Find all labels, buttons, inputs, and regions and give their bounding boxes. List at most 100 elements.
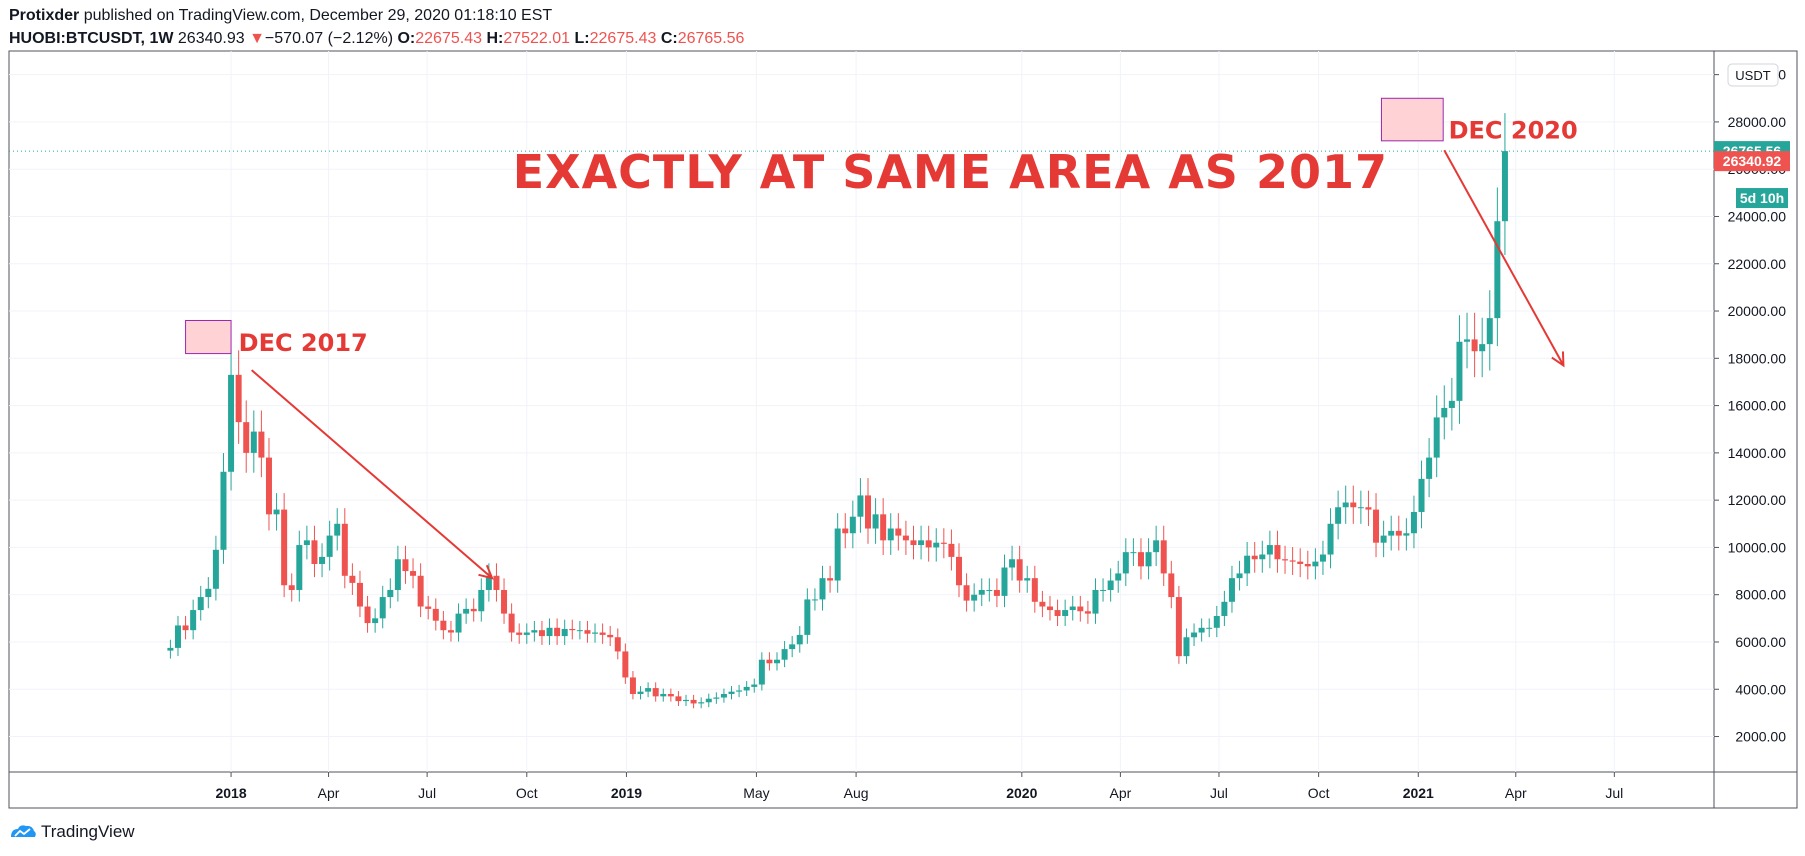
candle-body bbox=[1228, 578, 1235, 602]
candle-body bbox=[1175, 597, 1182, 657]
candle-body bbox=[1289, 560, 1296, 562]
candle bbox=[349, 563, 356, 595]
candle-body bbox=[1357, 507, 1364, 509]
arrow-shaft bbox=[250, 369, 493, 579]
candle-body bbox=[341, 523, 348, 576]
candle bbox=[614, 628, 621, 660]
candle-body bbox=[205, 588, 212, 598]
candle bbox=[804, 588, 811, 644]
candle-body bbox=[971, 594, 978, 601]
candle bbox=[849, 500, 856, 549]
candle-body bbox=[1145, 552, 1152, 567]
decline-arrow-2018[interactable] bbox=[250, 369, 494, 580]
candle bbox=[645, 682, 652, 698]
candle-body bbox=[265, 457, 272, 515]
candle bbox=[986, 578, 993, 602]
candle-body bbox=[1395, 530, 1402, 536]
candle bbox=[1448, 377, 1455, 431]
tradingview-footer[interactable]: TradingView bbox=[9, 822, 135, 842]
x-tick-label: 2019 bbox=[611, 785, 642, 801]
candle bbox=[425, 595, 432, 620]
candle bbox=[447, 620, 454, 642]
candle bbox=[1282, 545, 1289, 574]
candle-body bbox=[963, 585, 970, 601]
author-name[interactable]: Protixder bbox=[9, 7, 80, 24]
candle-body bbox=[212, 549, 219, 589]
candle-body bbox=[872, 514, 879, 529]
candle-body bbox=[220, 471, 227, 550]
candle-body bbox=[895, 528, 902, 536]
candle-body bbox=[1001, 567, 1008, 596]
candle bbox=[842, 513, 849, 549]
candle-body bbox=[925, 540, 932, 548]
candle-body bbox=[986, 589, 993, 591]
candle-body bbox=[918, 540, 925, 546]
candle bbox=[546, 618, 553, 645]
candle-body bbox=[1297, 561, 1304, 564]
high-label: H: bbox=[486, 30, 504, 47]
candle-body bbox=[1365, 507, 1372, 510]
candle-body bbox=[758, 659, 765, 685]
candle bbox=[303, 525, 310, 560]
y-tick-label: 28000.00 bbox=[1728, 114, 1787, 130]
candle-body bbox=[197, 597, 204, 611]
candle-body bbox=[470, 608, 477, 612]
candle bbox=[766, 652, 773, 671]
symbol-info: HUOBI:BTCUSDT, 1W 26340.93 ▼−570.07 (−2.… bbox=[9, 30, 744, 48]
candle-body bbox=[1168, 573, 1175, 598]
dec-2017-highlight-box[interactable] bbox=[185, 319, 232, 355]
y-tick-label: 14000.00 bbox=[1728, 445, 1787, 461]
candle bbox=[410, 558, 417, 589]
candle-body bbox=[1183, 637, 1190, 657]
candle-body bbox=[1031, 578, 1038, 602]
candle-body bbox=[463, 608, 470, 614]
candle-body bbox=[1456, 341, 1463, 401]
candle bbox=[273, 493, 280, 531]
projected-decline-arrow-2021[interactable] bbox=[1443, 149, 1565, 368]
candle-body bbox=[190, 610, 197, 631]
candle-body bbox=[645, 688, 652, 692]
candle bbox=[698, 697, 705, 709]
candle bbox=[258, 410, 265, 478]
candle bbox=[599, 623, 606, 644]
currency-label: USDT bbox=[1735, 68, 1770, 83]
candle bbox=[1236, 560, 1243, 591]
candle-body bbox=[1380, 535, 1387, 543]
candle-body bbox=[356, 582, 363, 607]
candle-body bbox=[796, 634, 803, 645]
candle bbox=[1084, 600, 1091, 624]
candle bbox=[1395, 515, 1402, 551]
candle-body bbox=[660, 693, 667, 697]
candle bbox=[1160, 525, 1167, 587]
candle-body bbox=[485, 575, 492, 590]
candle-body bbox=[432, 608, 439, 621]
candle-body bbox=[614, 637, 621, 652]
x-tick-label: Oct bbox=[1308, 785, 1330, 801]
candle bbox=[796, 625, 803, 653]
candle-body bbox=[1274, 545, 1281, 560]
candle-body bbox=[1039, 601, 1046, 607]
candle bbox=[167, 639, 174, 659]
candle bbox=[1191, 623, 1198, 647]
candle-body bbox=[880, 514, 887, 541]
candle bbox=[1494, 187, 1501, 347]
x-tick-label: 2018 bbox=[215, 785, 246, 801]
candle bbox=[918, 525, 925, 560]
candle bbox=[205, 577, 212, 609]
candle-body bbox=[1501, 151, 1508, 222]
candle bbox=[819, 565, 826, 611]
x-tick-label: 2020 bbox=[1006, 785, 1037, 801]
low-value: 22675.43 bbox=[589, 30, 657, 47]
candle-body bbox=[736, 690, 743, 692]
candle bbox=[1031, 565, 1038, 613]
candle-body bbox=[402, 559, 409, 572]
candle-body bbox=[379, 597, 386, 619]
candle-body bbox=[1046, 606, 1053, 611]
arrow-head bbox=[478, 564, 494, 580]
dec-2020-highlight-box[interactable] bbox=[1380, 97, 1444, 142]
candle bbox=[508, 603, 515, 642]
candle bbox=[235, 350, 242, 444]
candle-body bbox=[864, 495, 871, 529]
candle bbox=[1077, 595, 1084, 622]
